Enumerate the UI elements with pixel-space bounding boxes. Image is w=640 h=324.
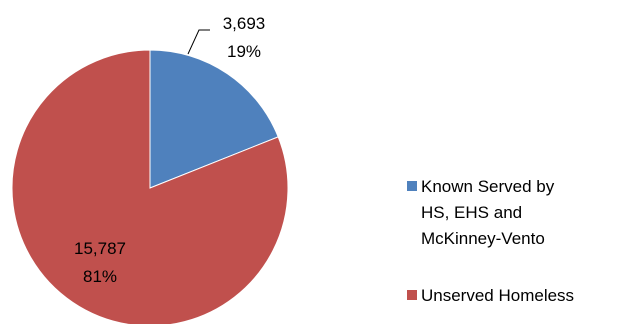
legend-label-unserved: Unserved Homeless — [421, 286, 574, 305]
legend-label-known-served-line1: Known Served by — [421, 177, 555, 196]
legend-label-known-served-line2: HS, EHS and — [421, 203, 522, 222]
data-labels: 3,693 19% 15,787 81% — [74, 14, 265, 286]
data-label-percent-unserved: 81% — [83, 267, 117, 286]
data-label-value-known-served: 3,693 — [223, 14, 266, 33]
legend-swatch-known-served — [407, 181, 417, 191]
pie-slices — [11, 49, 289, 324]
pie-slice-known-served — [149, 49, 279, 189]
legend: Known Served by HS, EHS and McKinney-Ven… — [407, 177, 574, 305]
leader-line — [187, 29, 210, 55]
pie-slice-unserved — [11, 49, 289, 324]
legend-label-known-served-line3: McKinney-Vento — [421, 229, 545, 248]
legend-swatch-unserved — [407, 290, 417, 300]
data-label-value-unserved: 15,787 — [74, 239, 126, 258]
data-label-percent-known-served: 19% — [227, 42, 261, 61]
